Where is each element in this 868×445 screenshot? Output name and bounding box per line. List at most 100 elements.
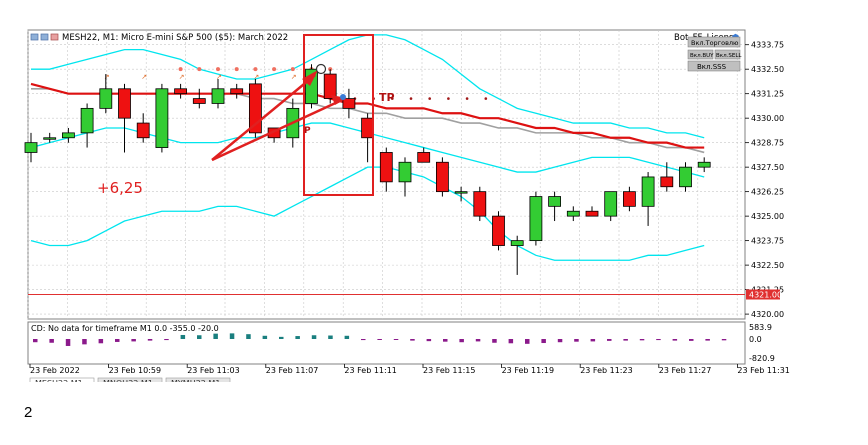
candle-body-10 xyxy=(211,88,225,104)
ea-button-trade xyxy=(687,36,741,48)
indicator-bar-19 xyxy=(344,335,350,339)
indicator-bar-39 xyxy=(672,339,678,341)
candle-body-35 xyxy=(679,166,692,188)
current-price-label: 4321.00 xyxy=(749,291,782,300)
indicator-bar-16 xyxy=(295,336,300,339)
tick-arrow-marker: ↗ xyxy=(141,73,147,81)
candle-body-16 xyxy=(323,73,337,99)
candle-body-30 xyxy=(585,210,599,217)
signal-dot xyxy=(234,67,239,72)
ma-red-line xyxy=(30,82,705,149)
y-tick-label-4: 4328.75 xyxy=(751,139,784,148)
profit-annotation: +6,25 xyxy=(97,179,143,197)
highlight-box xyxy=(303,34,374,196)
indicator-bar-4 xyxy=(98,339,104,344)
indicator-bar-17 xyxy=(311,335,317,339)
indicator-bar-41 xyxy=(705,339,710,341)
indicator-histogram: 583.9 0.0 -820.9 xyxy=(33,323,775,363)
signal-dot xyxy=(253,67,258,72)
signal-dot xyxy=(197,67,202,72)
indicator-bar-38 xyxy=(656,339,661,341)
symbol-icon xyxy=(50,33,59,41)
x-tick-label-9: 23 Feb 11:31 xyxy=(737,366,789,375)
tick-arrow-marker: ↗ xyxy=(104,73,110,81)
indicator-bar-37 xyxy=(639,339,645,341)
chart-title: MESH22, M1: Micro E-mini S&P 500 ($5): M… xyxy=(62,33,288,43)
candle-body-20 xyxy=(398,161,412,183)
signal-dot xyxy=(178,67,183,72)
annotation-arrowhead-1 xyxy=(302,70,318,86)
price-axis: 4333.75 4332.50 4331.25 4330.00 4328.75 4327.… xyxy=(745,41,784,319)
candle-body-27 xyxy=(529,196,543,242)
x-tick-label-6: 23 Feb 11:19 xyxy=(502,366,554,375)
y-tick-label-9: 4322.50 xyxy=(751,261,784,270)
indicator-bar-34 xyxy=(590,339,596,342)
candle-body-29 xyxy=(566,210,580,217)
indicator-bar-1 xyxy=(49,339,54,343)
candle-body-32 xyxy=(623,191,636,207)
candle-body-0 xyxy=(24,142,38,153)
chart-tabs: MESH22,M1MNQH22,M1MYMH22,M1 xyxy=(0,377,868,402)
ea-button-sss xyxy=(687,60,741,72)
tp-level-dot xyxy=(447,97,450,100)
indicator-bar-35 xyxy=(607,339,612,341)
candle-body-23 xyxy=(454,191,468,194)
sl-marker: P xyxy=(304,126,311,136)
candle-body-21 xyxy=(417,152,431,163)
candle-body-6 xyxy=(136,122,150,139)
tp-level-dot xyxy=(484,97,488,100)
indicator-bar-29 xyxy=(508,339,514,344)
indicator-bar-12 xyxy=(229,333,235,339)
y-tick-label-2: 4331.25 xyxy=(751,90,784,99)
candle-body-33 xyxy=(641,176,655,207)
tick-arrow-marker: ↗ xyxy=(291,73,297,81)
page-caption: 2 xyxy=(24,404,33,421)
indicator-bar-32 xyxy=(557,339,563,343)
candles xyxy=(24,64,711,275)
indicator-bar-6 xyxy=(131,339,136,342)
annotation-arrow-2 xyxy=(211,98,343,162)
indicator-bar-18 xyxy=(328,335,333,339)
x-tick-label-7: 23 Feb 11:23 xyxy=(580,366,632,375)
candle-body-25 xyxy=(492,215,505,246)
indicator-bar-28 xyxy=(492,339,497,343)
indicator-bar-10 xyxy=(197,335,202,339)
indicator-bar-2 xyxy=(65,339,71,346)
indicator-bar-5 xyxy=(115,339,120,342)
tick-arrow-marker: ↗ xyxy=(179,73,185,81)
candle-body-24 xyxy=(473,191,487,217)
x-tick-label-8: 23 Feb 11:27 xyxy=(659,366,711,375)
tick-arrow-marker: ↗ xyxy=(216,73,222,81)
tp-level-dot xyxy=(409,97,413,100)
signal-dot xyxy=(216,67,220,72)
tick-arrow-marker: ↗ xyxy=(253,73,259,81)
x-tick-label-2: 23 Feb 11:03 xyxy=(187,366,239,375)
indicator-bar-21 xyxy=(377,339,382,340)
indicator-bar-33 xyxy=(574,339,579,342)
tp-level-dot xyxy=(428,97,432,100)
indicator-bar-11 xyxy=(213,333,218,339)
annotations: TP P +6,25 xyxy=(97,34,395,197)
indicator-bar-13 xyxy=(246,334,251,339)
indicator-bar-9 xyxy=(180,334,186,339)
annotation-arrow-1 xyxy=(211,74,316,161)
time-axis: 23 Feb 2022 23 Feb 10:59 23 Feb 11:03 23 Fe… xyxy=(29,364,790,375)
indicator-bar-20 xyxy=(361,339,366,341)
ea-button-buy xyxy=(687,49,714,60)
indicator-bar-3 xyxy=(82,339,87,345)
current-price-tag xyxy=(746,289,780,300)
ea-button-trade-label: Вкл.Торговлю xyxy=(691,39,739,47)
candle-body-19 xyxy=(379,152,393,183)
candle-body-22 xyxy=(435,161,449,193)
indicator-bar-8 xyxy=(164,339,169,341)
candle-body-5 xyxy=(118,88,131,119)
x-tick-label-3: 23 Feb 11:07 xyxy=(266,366,318,375)
y-tick-label-8: 4323.75 xyxy=(751,237,784,246)
indicator-bar-23 xyxy=(410,339,415,341)
indicator-bar-15 xyxy=(279,336,284,339)
candle-body-26 xyxy=(510,240,524,246)
chart-type-icon xyxy=(40,33,49,41)
tp-label: TP xyxy=(379,91,395,104)
